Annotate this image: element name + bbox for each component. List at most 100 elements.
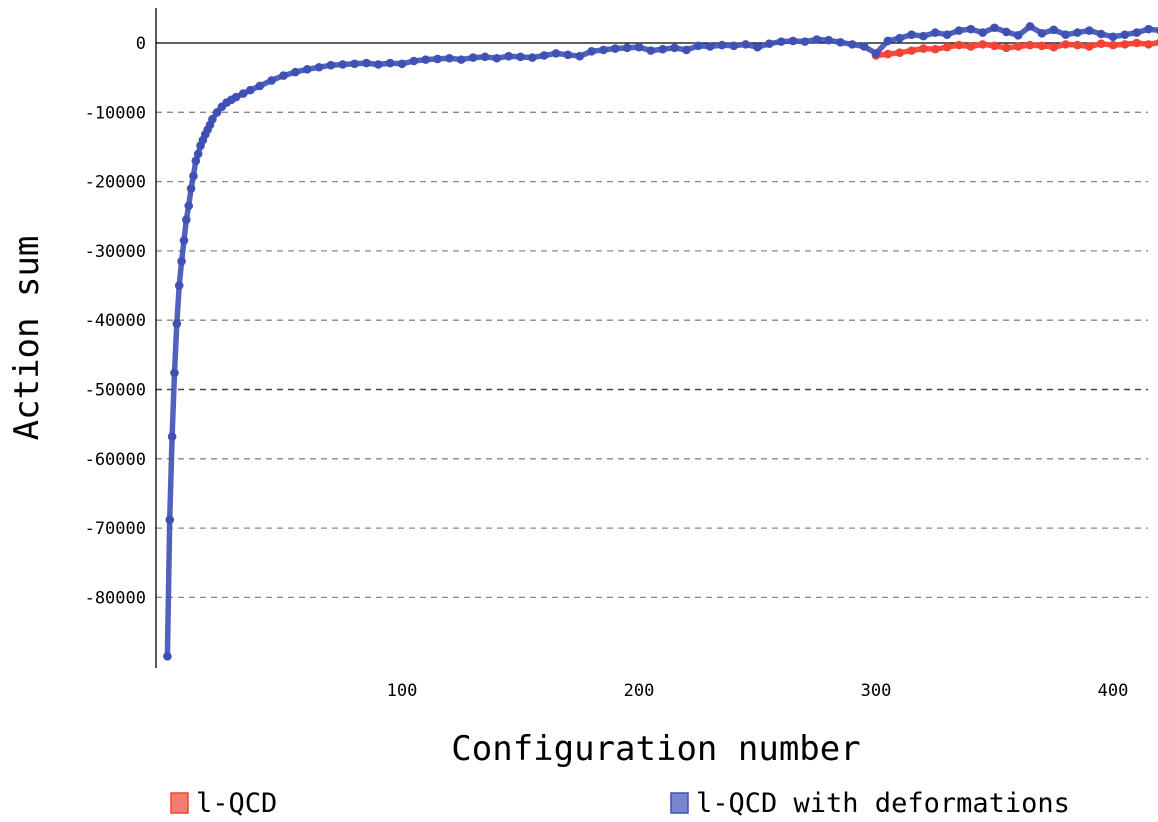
data-point xyxy=(812,35,822,44)
data-point xyxy=(895,48,904,58)
data-point xyxy=(186,184,196,193)
data-point xyxy=(753,42,762,52)
data-point xyxy=(658,44,667,54)
data-point xyxy=(599,45,608,55)
data-point xyxy=(848,40,857,49)
data-point xyxy=(1085,42,1094,51)
data-point xyxy=(314,62,324,72)
data-point xyxy=(907,30,916,39)
data-point xyxy=(622,43,632,53)
data-point xyxy=(1120,30,1130,39)
data-point xyxy=(174,281,184,290)
data-point xyxy=(374,60,383,69)
data-point xyxy=(966,42,976,51)
legend-item-lqcd[interactable]: l-QCD xyxy=(170,788,277,819)
data-point xyxy=(302,65,312,74)
data-point xyxy=(646,46,656,55)
y-tick-label: -80000 xyxy=(85,588,146,608)
data-point xyxy=(1108,32,1118,42)
data-point xyxy=(1061,30,1070,39)
y-axis-title: Action sum xyxy=(7,236,47,441)
data-point xyxy=(741,40,750,49)
data-point xyxy=(246,85,255,95)
data-point xyxy=(421,55,431,64)
data-point xyxy=(1061,40,1070,49)
data-point xyxy=(919,44,928,53)
data-point xyxy=(1002,43,1011,53)
data-point xyxy=(177,256,186,266)
x-axis-title: Configuration number xyxy=(451,729,860,769)
data-point xyxy=(231,92,241,102)
data-point xyxy=(788,36,798,46)
data-point xyxy=(883,36,893,46)
data-point xyxy=(539,51,549,60)
legend-label-lqcd: l-QCD xyxy=(196,788,277,819)
data-point xyxy=(291,67,300,77)
data-point xyxy=(165,515,175,525)
data-point xyxy=(1002,27,1011,37)
data-point xyxy=(1049,25,1059,35)
data-point xyxy=(930,28,940,37)
data-point xyxy=(990,41,999,51)
legend-item-lqcd-deformations[interactable]: l-QCD with deformations xyxy=(670,788,1070,819)
data-point xyxy=(350,59,359,69)
data-point xyxy=(1108,40,1118,50)
x-tick-label: 100 xyxy=(387,681,418,701)
data-point xyxy=(1037,41,1047,51)
data-point xyxy=(575,51,585,61)
data-point xyxy=(516,52,525,62)
data-point xyxy=(445,53,454,63)
data-point xyxy=(978,40,987,49)
legend: l-QCD l-QCD with deformations xyxy=(170,788,1070,819)
data-point xyxy=(179,236,189,245)
data-point xyxy=(1085,26,1094,35)
data-point xyxy=(1049,42,1059,52)
data-point xyxy=(193,149,203,159)
data-point xyxy=(765,39,774,48)
data-point xyxy=(895,33,904,43)
data-point xyxy=(682,45,691,55)
data-point xyxy=(279,71,288,80)
data-point xyxy=(433,54,442,64)
data-point xyxy=(456,55,466,64)
data-point xyxy=(954,26,964,35)
data-point xyxy=(670,43,679,53)
data-point xyxy=(551,49,561,58)
data-point xyxy=(1132,38,1141,48)
data-point xyxy=(326,60,336,70)
data-point xyxy=(172,319,182,328)
data-point xyxy=(1073,28,1082,37)
data-point xyxy=(942,42,952,52)
y-tick-label: -70000 xyxy=(85,519,146,539)
data-point xyxy=(919,31,928,41)
x-tick-label: 400 xyxy=(1098,681,1129,701)
data-point xyxy=(693,41,703,51)
data-point xyxy=(1096,29,1106,39)
data-point xyxy=(1025,40,1035,50)
y-tick-label: -10000 xyxy=(85,103,146,123)
data-point xyxy=(942,30,952,39)
y-tick-label: -20000 xyxy=(85,173,146,193)
x-tick-labels: 100 200 300 400 xyxy=(387,681,1129,701)
series-lqcd-deformations xyxy=(163,22,1158,661)
data-point xyxy=(1144,40,1153,49)
data-point xyxy=(362,58,371,68)
data-point xyxy=(191,156,201,166)
x-tick-label: 200 xyxy=(624,681,655,701)
y-tick-label: -50000 xyxy=(85,381,146,401)
legend-swatch-lqcd xyxy=(170,792,189,814)
data-point xyxy=(776,37,786,46)
data-point xyxy=(587,47,596,56)
data-point xyxy=(800,37,810,46)
data-point xyxy=(255,81,265,91)
data-point xyxy=(167,432,177,441)
x-tick-label: 300 xyxy=(861,681,892,701)
data-point xyxy=(717,40,727,50)
data-point xyxy=(990,23,999,33)
data-point xyxy=(1073,40,1082,50)
data-point xyxy=(611,44,620,53)
data-point xyxy=(1037,28,1047,38)
data-point xyxy=(1013,42,1023,51)
data-point xyxy=(170,368,179,378)
